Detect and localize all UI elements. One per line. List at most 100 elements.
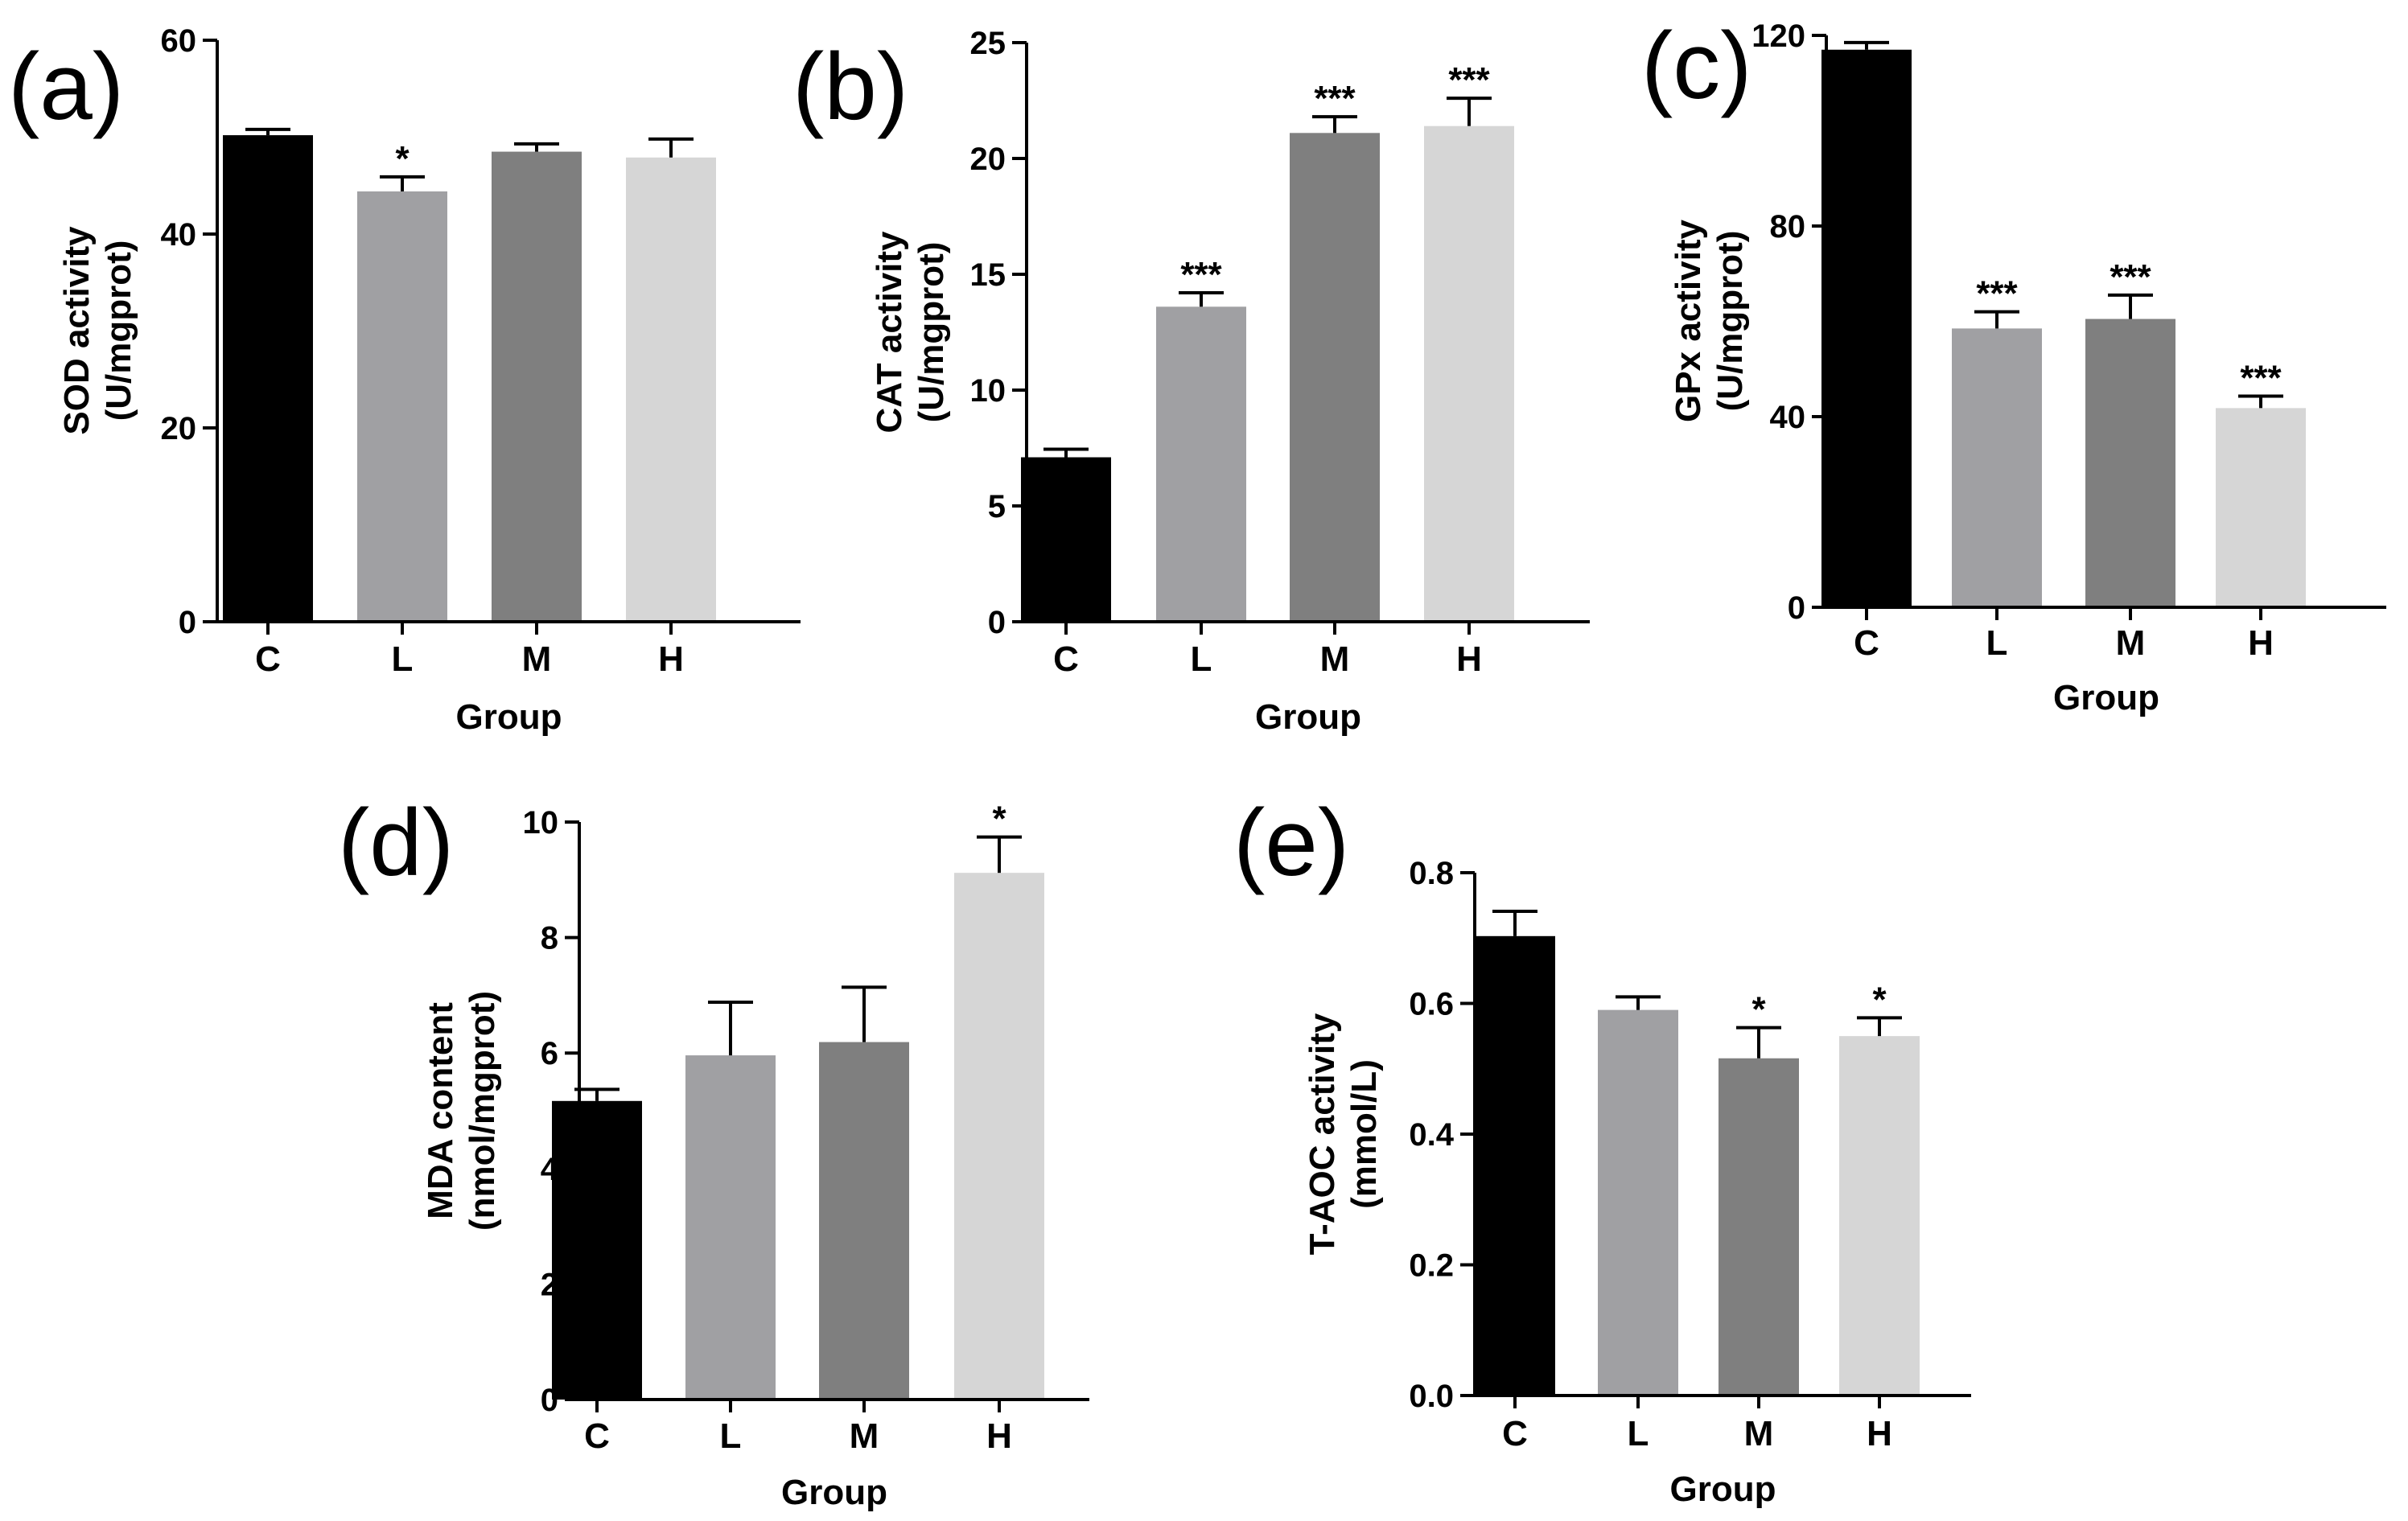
y-tick-label-a-2: 40 xyxy=(161,217,197,253)
y-tick-label-e-4: 0.8 xyxy=(1409,856,1454,891)
y-tick-label-e-2: 0.4 xyxy=(1409,1117,1454,1153)
x-tick-label-b-h: H xyxy=(1456,639,1482,679)
y-tick-label-d-1: 2 xyxy=(541,1267,558,1302)
significance-c-l: *** xyxy=(1976,274,2018,314)
y-axis-title-d: MDA content xyxy=(421,1002,460,1219)
panel-c: (c) C *** L *** M *** H 0 40 80 120 Group GPx activit… xyxy=(1641,13,2386,717)
panel-e: (e) C L * M * H 0.0 0.2 0.4 0.6 0.8 Group T-AOC activ… xyxy=(1233,790,1971,1509)
x-tick-label-e-l: L xyxy=(1628,1414,1649,1453)
y-tick-label-e-3: 0.6 xyxy=(1409,987,1454,1022)
y-tick-label-d-2: 4 xyxy=(541,1152,559,1187)
panel-b: (b) C *** L *** M *** H 0 5 10 15 20 25 Group CAT activ… xyxy=(792,26,1590,737)
x-tick-label-a-h: H xyxy=(658,639,684,679)
x-tick-label-a-c: C xyxy=(255,639,281,679)
x-tick-label-b-l: L xyxy=(1191,639,1212,679)
significance-e-m: * xyxy=(1751,990,1766,1030)
y-axis-title-a: SOD activity xyxy=(57,226,97,435)
y-tick-label-b-4: 20 xyxy=(970,142,1006,177)
bar-e-h xyxy=(1839,1036,1920,1396)
y-axis-unit-d: (nmol/mgprot) xyxy=(463,991,502,1231)
panel-a: (a) C * L M H 0 20 40 60 Group SOD activity (U/mgpro… xyxy=(8,23,801,737)
y-axis-unit-e: (mmol/L) xyxy=(1344,1059,1384,1209)
y-axis-unit-c: (U/mgprot) xyxy=(1710,231,1750,412)
bar-c-c xyxy=(1821,49,1912,607)
significance-a-l: * xyxy=(395,139,410,179)
y-tick-label-d-0: 0 xyxy=(541,1383,558,1418)
x-axis-title-d: Group xyxy=(781,1473,887,1512)
bar-b-m xyxy=(1290,133,1380,622)
significance-b-m: *** xyxy=(1314,79,1356,118)
bar-b-l xyxy=(1156,306,1246,622)
y-tick-label-b-3: 15 xyxy=(970,257,1006,293)
y-tick-label-a-3: 60 xyxy=(161,23,197,59)
x-tick-label-e-h: H xyxy=(1867,1414,1892,1453)
x-axis-title-e: Group xyxy=(1670,1470,1776,1509)
y-tick-label-d-3: 6 xyxy=(541,1036,558,1071)
y-tick-label-d-5: 10 xyxy=(523,805,559,841)
panel-label-b: (b) xyxy=(792,34,908,140)
panel-label-a: (a) xyxy=(8,34,124,140)
x-tick-label-c-l: L xyxy=(1986,623,2008,663)
x-tick-label-d-h: H xyxy=(986,1416,1012,1456)
panel-d: (d) C L M * H 0 2 4 6 8 10 Group MDA content (nmol/mgp… xyxy=(338,790,1089,1512)
bar-a-c xyxy=(223,135,313,623)
panel-label-c: (c) xyxy=(1641,13,1752,119)
bar-c-l xyxy=(1952,328,2042,607)
bar-d-h xyxy=(954,873,1044,1400)
y-tick-label-c-2: 80 xyxy=(1770,209,1806,245)
y-tick-label-a-0: 0 xyxy=(179,605,196,640)
x-tick-label-c-h: H xyxy=(2248,623,2274,663)
y-tick-label-d-4: 8 xyxy=(541,921,558,956)
bar-d-l xyxy=(685,1055,776,1400)
bar-e-l xyxy=(1598,1009,1678,1396)
x-tick-label-d-m: M xyxy=(850,1416,879,1456)
x-tick-label-d-c: C xyxy=(584,1416,610,1456)
bar-a-m xyxy=(492,151,582,622)
significance-c-m: *** xyxy=(2110,257,2151,297)
y-axis-unit-a: (U/mgprot) xyxy=(99,240,138,421)
significance-b-h: *** xyxy=(1448,60,1490,100)
y-tick-label-c-1: 40 xyxy=(1770,400,1806,435)
bar-a-l xyxy=(357,191,447,623)
bar-b-h xyxy=(1424,125,1514,622)
y-tick-label-e-1: 0.2 xyxy=(1409,1248,1454,1284)
significance-d-h: * xyxy=(992,800,1006,839)
y-tick-label-c-0: 0 xyxy=(1788,590,1805,626)
x-axis-title-b: Group xyxy=(1255,697,1361,737)
y-tick-label-b-0: 0 xyxy=(988,605,1006,640)
bar-c-h xyxy=(2216,408,2306,607)
x-axis-title-c: Group xyxy=(2053,678,2159,717)
panel-label-d: (d) xyxy=(338,790,454,896)
significance-b-l: *** xyxy=(1180,255,1222,294)
x-tick-label-c-c: C xyxy=(1854,623,1879,663)
y-axis-unit-b: (U/mgprot) xyxy=(912,242,951,423)
bar-d-c xyxy=(552,1100,642,1400)
x-tick-label-e-m: M xyxy=(1744,1414,1774,1453)
bar-b-c xyxy=(1021,457,1111,622)
x-tick-label-b-c: C xyxy=(1053,639,1079,679)
panel-label-e: (e) xyxy=(1233,790,1349,896)
x-tick-label-b-m: M xyxy=(1320,639,1350,679)
y-axis-title-c: GPx activity xyxy=(1669,220,1708,422)
significance-c-h: *** xyxy=(2240,359,2282,398)
y-tick-label-b-5: 25 xyxy=(970,26,1006,61)
y-tick-label-e-0: 0.0 xyxy=(1409,1379,1454,1414)
y-axis-title-e: T-AOC activity xyxy=(1303,1013,1342,1255)
significance-e-h: * xyxy=(1872,980,1887,1019)
bar-e-m xyxy=(1719,1058,1799,1396)
y-tick-label-a-1: 20 xyxy=(161,411,197,446)
y-axis-title-b: CAT activity xyxy=(870,231,909,434)
x-tick-label-a-l: L xyxy=(392,639,414,679)
x-tick-label-d-l: L xyxy=(720,1416,742,1456)
x-axis-title-a: Group xyxy=(456,697,562,737)
bar-a-h xyxy=(626,157,716,622)
y-tick-label-c-3: 120 xyxy=(1751,18,1805,54)
y-tick-label-b-1: 5 xyxy=(988,489,1006,524)
x-tick-label-a-m: M xyxy=(522,639,552,679)
y-tick-label-b-2: 10 xyxy=(970,373,1006,409)
x-tick-label-c-m: M xyxy=(2116,623,2146,663)
x-tick-label-e-c: C xyxy=(1502,1414,1528,1453)
bar-d-m xyxy=(819,1042,909,1400)
bar-e-c xyxy=(1475,935,1555,1396)
